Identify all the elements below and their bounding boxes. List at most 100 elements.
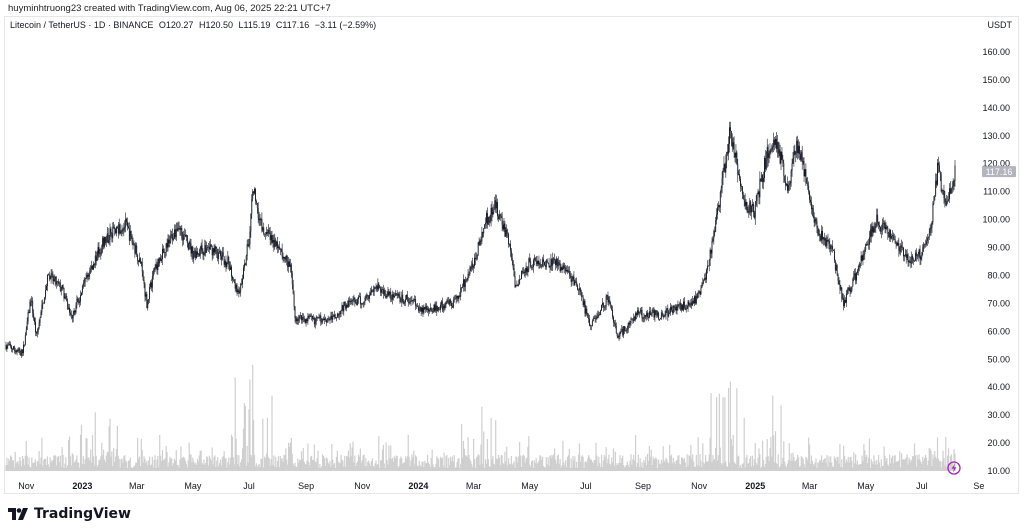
candle-body — [134, 244, 136, 254]
volume-bar — [701, 466, 703, 471]
candle — [739, 169, 741, 181]
x-tick-label: Nov — [354, 481, 371, 491]
candle — [598, 311, 600, 319]
tradingview-logo[interactable]: TradingView — [8, 504, 131, 524]
candle-body — [308, 316, 310, 317]
candle — [576, 277, 578, 287]
candle — [945, 198, 947, 206]
candle — [829, 237, 831, 253]
volume-bar — [380, 460, 382, 471]
volume-bar — [901, 453, 903, 471]
candle — [471, 260, 473, 272]
lightning-icon[interactable] — [947, 461, 961, 475]
volume-bar — [344, 455, 346, 471]
candle — [717, 203, 718, 220]
candle — [10, 341, 12, 349]
candle-body — [347, 304, 348, 307]
x-axis[interactable]: Nov 2023 Mar May Jul Sep Nov 2024 Mar May Jul Sep No… — [18, 481, 984, 491]
candle — [733, 136, 735, 158]
candle — [851, 286, 853, 293]
candle — [283, 256, 285, 262]
candle-body — [95, 255, 97, 261]
candle — [182, 231, 184, 247]
candle-body — [335, 317, 336, 319]
candle — [76, 295, 78, 309]
candle — [353, 294, 355, 303]
candle — [390, 287, 392, 303]
volume-bar — [485, 463, 488, 471]
currency-label[interactable]: USDT — [987, 20, 1013, 30]
volume-bar — [832, 466, 835, 471]
candle — [787, 181, 789, 194]
candle-body — [580, 292, 582, 297]
candle — [239, 287, 241, 295]
candle — [388, 288, 390, 297]
candle — [705, 272, 707, 283]
volume-bar — [828, 456, 830, 471]
candle-body — [868, 244, 869, 246]
volume-bar — [481, 406, 483, 471]
candle — [937, 158, 938, 187]
candle-body — [809, 191, 811, 200]
volume-bar — [762, 440, 764, 471]
last-price-label: 117.16 — [986, 167, 1013, 177]
candle — [109, 223, 111, 247]
chart-frame[interactable] — [4, 16, 1019, 494]
candle-body — [763, 177, 764, 183]
volume-bar — [891, 455, 894, 471]
candle — [285, 255, 287, 263]
candle — [903, 254, 905, 262]
candle — [344, 301, 346, 307]
candle-body — [618, 336, 620, 338]
volume-bar — [276, 461, 279, 471]
candle-body — [107, 233, 109, 243]
candle-body — [210, 244, 212, 247]
volume-bar — [615, 465, 617, 471]
candle-body — [945, 202, 947, 206]
candle-body — [203, 253, 205, 255]
volume-bar — [400, 456, 402, 471]
candle-body — [217, 254, 219, 259]
volume-bar — [209, 458, 211, 471]
volume-bar — [77, 462, 79, 471]
volume-bar — [254, 466, 257, 471]
candle — [208, 243, 209, 253]
candle — [681, 303, 683, 313]
candle — [107, 227, 109, 244]
volume-bar — [378, 436, 380, 471]
candle-body — [926, 241, 927, 245]
candle-body — [455, 298, 457, 299]
volume-bar — [66, 467, 68, 471]
candle-body — [690, 302, 692, 306]
candle — [16, 349, 18, 356]
volume-bar — [191, 462, 193, 471]
candle — [509, 240, 511, 257]
candle — [152, 268, 154, 280]
candle-body — [650, 313, 652, 316]
candle-body — [951, 186, 953, 189]
volume-bar — [671, 463, 674, 471]
volume-bar — [498, 457, 500, 471]
candle — [698, 289, 700, 294]
volume-bar — [316, 458, 318, 471]
candle-body — [603, 307, 605, 308]
candle — [660, 317, 661, 320]
volume-bar — [234, 377, 236, 471]
volume-bar — [904, 458, 906, 471]
y-axis[interactable]: 10.0020.0030.0040.0050.0060.0070.0080.00… — [982, 47, 1010, 476]
volume-bar — [605, 447, 607, 471]
chart-canvas[interactable]: 10.0020.0030.0040.0050.0060.0070.0080.00… — [0, 0, 1024, 500]
y-tick-label: 20.00 — [987, 438, 1010, 448]
volume-bar — [49, 457, 51, 471]
symbol-legend[interactable]: Litecoin / TetherUS · 1D · BINANCE O120.… — [10, 20, 379, 30]
volume-bar — [669, 456, 672, 471]
candle-body — [624, 326, 626, 332]
volume-bar — [214, 455, 216, 471]
volume-bar — [7, 464, 9, 471]
candle — [837, 273, 839, 285]
candle — [490, 204, 492, 227]
volume-bar — [598, 456, 600, 471]
candle-body — [810, 202, 812, 210]
candle — [806, 177, 808, 184]
candle — [495, 194, 497, 213]
